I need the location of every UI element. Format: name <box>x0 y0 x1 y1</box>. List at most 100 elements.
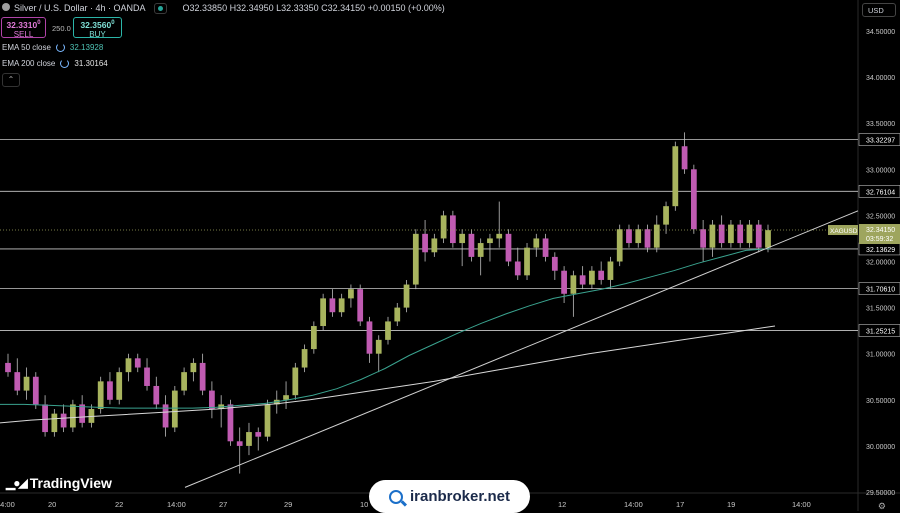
symbol-title[interactable]: Silver / U.S. Dollar · 4h · OANDA <box>14 3 146 13</box>
candle-body <box>125 358 132 373</box>
candle-body <box>690 169 697 230</box>
y-tick-label: 31.50000 <box>866 306 895 313</box>
candle-body <box>144 367 150 386</box>
candle-body <box>190 362 197 373</box>
x-tick-label: 14:00 <box>0 500 15 509</box>
ema50-value: 32.13928 <box>69 43 104 52</box>
candle-body <box>227 404 234 442</box>
candle-body <box>653 224 660 248</box>
candle-body <box>394 307 401 322</box>
ema200-line <box>0 325 776 424</box>
candle-body <box>644 229 651 248</box>
candle-body <box>514 261 521 276</box>
level-label: 31.70610 <box>866 287 895 294</box>
y-tick-label: 33.00000 <box>866 167 895 174</box>
candle-body <box>589 270 595 285</box>
candle-body <box>338 298 345 313</box>
currency-selector[interactable]: USD <box>862 3 896 17</box>
candle-body <box>107 381 113 400</box>
candle-body <box>60 413 67 428</box>
candle-body <box>32 376 39 405</box>
buy-price: 32.3560 <box>80 19 112 30</box>
tradingview-mark-icon: ▁●◢ <box>6 476 28 490</box>
level-label: 32.76104 <box>866 189 895 196</box>
tradingview-logo[interactable]: ▁●◢ TradingView <box>6 475 112 491</box>
candle-body <box>301 349 308 368</box>
market-status-icon[interactable] <box>153 2 167 14</box>
candle-body <box>755 224 762 248</box>
candle-body <box>199 362 206 391</box>
silver-symbol-icon <box>2 3 10 11</box>
ema200-legend[interactable]: EMA 200 close 31.30164 <box>2 59 108 68</box>
x-tick-label: 19 <box>727 500 735 509</box>
candle-body <box>709 224 716 248</box>
candle-body <box>765 230 771 248</box>
x-tick-label: 27 <box>219 500 227 509</box>
level-tag <box>858 185 900 198</box>
candle-body <box>42 404 48 433</box>
y-tick-label: 34.50000 <box>866 29 895 36</box>
candle-body <box>672 146 679 207</box>
candle-body <box>728 224 734 244</box>
sell-price-pip: 0 <box>37 20 41 26</box>
buy-button[interactable]: 32.35600 BUY <box>73 17 122 39</box>
x-tick-label: 17 <box>676 500 684 509</box>
level-label: 33.32297 <box>866 138 895 145</box>
sell-label: SELL <box>13 29 34 39</box>
candle-body <box>468 233 475 257</box>
candle-body <box>181 372 187 391</box>
candle-body <box>718 224 725 244</box>
candle-body <box>255 432 262 437</box>
candle-body <box>209 390 215 410</box>
sell-price: 32.3310 <box>6 19 38 30</box>
candle-body <box>171 390 178 428</box>
candle-body <box>292 367 299 396</box>
y-tick-label: 31.00000 <box>866 352 895 359</box>
tradingview-logo-text: TradingView <box>29 475 112 491</box>
magnifier-icon <box>388 489 403 504</box>
candle-body <box>607 261 614 280</box>
x-tick-label: 20 <box>48 500 56 509</box>
candle-body <box>236 441 243 446</box>
candle-body <box>496 233 503 239</box>
x-tick-label: 14:00 <box>792 500 811 509</box>
price-tag-countdown: 03:59:32 <box>866 236 893 243</box>
candle-body <box>422 233 428 253</box>
y-tick-label: 30.50000 <box>866 398 895 405</box>
sell-button[interactable]: 32.33100 SELL <box>1 17 46 39</box>
candle-body <box>626 229 632 244</box>
ohlc-readout: O32.33850 H32.34950 L32.33350 C32.34150 … <box>182 3 445 13</box>
x-tick-label: 14:00 <box>167 500 186 509</box>
candle-body <box>551 256 558 271</box>
candle-body <box>310 326 317 350</box>
symbol-tag <box>828 225 858 236</box>
ema50-legend[interactable]: EMA 50 close 32.13928 <box>2 43 103 52</box>
candle-body <box>264 404 271 437</box>
candle-body <box>348 289 354 299</box>
candle-body <box>153 385 160 405</box>
candle-body <box>70 404 76 428</box>
candle-body <box>403 284 410 308</box>
candle-body <box>320 298 326 327</box>
candle-body <box>561 270 567 294</box>
candle-body <box>431 238 438 253</box>
y-tick-label: 30.00000 <box>866 444 895 451</box>
candle-body <box>635 229 642 244</box>
symbol-tag-label: XAGUSD <box>830 228 858 235</box>
candle-body <box>246 432 252 446</box>
candle-body <box>681 146 688 170</box>
trendline <box>184 210 859 488</box>
candle-body <box>459 233 466 244</box>
level-label: 31.25215 <box>866 328 895 335</box>
chevron-up-icon[interactable]: ⌃ <box>2 73 20 87</box>
gear-icon[interactable]: ⚙ <box>877 501 886 511</box>
ema200-value: 31.30164 <box>74 59 108 68</box>
level-tag <box>858 324 900 337</box>
candle-body <box>88 409 95 423</box>
candle-body <box>487 238 493 244</box>
chart-header: Silver / U.S. Dollar · 4h · OANDA O32.33… <box>0 0 445 16</box>
y-tick-label: 32.50000 <box>866 213 895 220</box>
loading-icon <box>55 43 65 52</box>
x-tick-label: 12 <box>558 500 566 509</box>
